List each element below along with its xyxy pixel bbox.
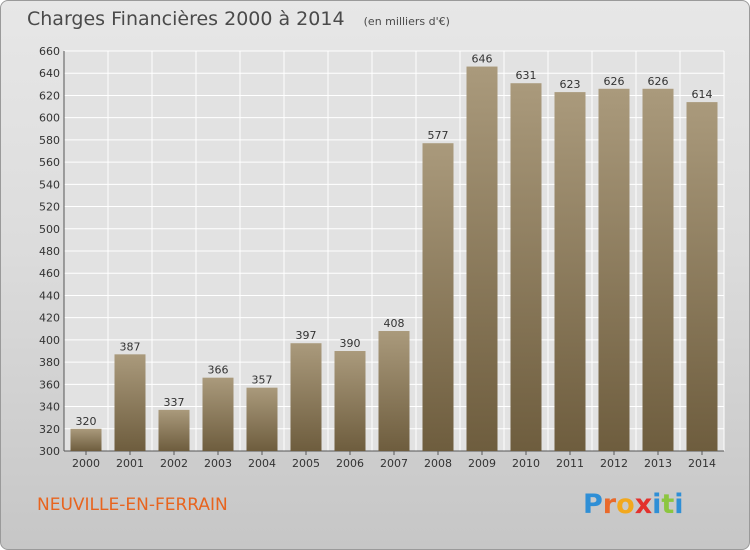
value-label: 337: [164, 396, 185, 409]
value-label: 626: [648, 75, 669, 88]
value-label: 626: [604, 75, 625, 88]
bar: [422, 143, 454, 451]
unit-note: (en milliers d'€): [363, 15, 450, 28]
value-label: 320: [76, 415, 97, 428]
y-tick-label: 620: [39, 89, 60, 102]
y-tick-label: 560: [39, 156, 60, 169]
value-label: 577: [428, 129, 449, 142]
y-tick-label: 300: [39, 445, 60, 458]
x-tick-label: 2000: [72, 457, 100, 470]
logo-letter: i: [652, 489, 662, 520]
y-tick-label: 600: [39, 112, 60, 125]
bar: [378, 331, 410, 451]
bar: [202, 377, 234, 451]
bar: [334, 351, 366, 451]
x-tick-label: 2005: [292, 457, 320, 470]
y-tick-label: 580: [39, 134, 60, 147]
x-tick-label: 2011: [556, 457, 584, 470]
value-label: 387: [120, 340, 141, 353]
x-tick-label: 2012: [600, 457, 628, 470]
logo-letter: o: [616, 489, 635, 520]
value-label: 390: [340, 337, 361, 350]
x-tick-label: 2002: [160, 457, 188, 470]
bar: [114, 354, 146, 451]
y-tick-label: 420: [39, 312, 60, 325]
x-tick-label: 2003: [204, 457, 232, 470]
logo-letter: r: [602, 489, 617, 520]
bar: [70, 428, 102, 451]
x-tick-label: 2007: [380, 457, 408, 470]
y-tick-label: 480: [39, 245, 60, 258]
value-label: 357: [252, 374, 273, 387]
y-tick-label: 660: [39, 45, 60, 58]
value-label: 623: [560, 78, 581, 91]
chart-title: Charges Financières 2000 à 2014: [27, 8, 345, 30]
x-tick-label: 2009: [468, 457, 496, 470]
y-tick-label: 340: [39, 401, 60, 414]
value-label: 614: [692, 88, 713, 101]
bar: [246, 387, 278, 451]
value-label: 366: [208, 364, 229, 377]
bar: [158, 409, 190, 451]
x-tick-label: 2008: [424, 457, 452, 470]
logo-letter: P: [583, 489, 603, 520]
x-tick-label: 2014: [688, 457, 716, 470]
x-tick-label: 2013: [644, 457, 672, 470]
bar: [554, 92, 586, 451]
x-tick-label: 2004: [248, 457, 276, 470]
logo-letter: i: [674, 489, 684, 520]
title-row: Charges Financières 2000 à 2014 (en mill…: [27, 8, 450, 30]
y-tick-label: 460: [39, 267, 60, 280]
proxiti-logo: Proxiti: [583, 489, 684, 520]
town-name: NEUVILLE-EN-FERRAIN: [37, 495, 228, 515]
x-tick-label: 2010: [512, 457, 540, 470]
y-tick-label: 440: [39, 289, 60, 302]
value-label: 646: [472, 53, 493, 66]
bar: [686, 102, 718, 451]
y-tick-label: 520: [39, 201, 60, 214]
bar: [510, 83, 542, 451]
y-tick-label: 500: [39, 223, 60, 236]
y-tick-label: 360: [39, 378, 60, 391]
bar: [642, 88, 674, 452]
y-tick-label: 320: [39, 423, 60, 436]
value-label: 631: [516, 69, 537, 82]
bar: [290, 343, 322, 451]
x-tick-label: 2001: [116, 457, 144, 470]
x-tick-label: 2006: [336, 457, 364, 470]
logo-letter: x: [634, 489, 653, 520]
y-tick-label: 380: [39, 356, 60, 369]
y-tick-label: 540: [39, 178, 60, 191]
value-label: 408: [384, 317, 405, 330]
y-tick-label: 400: [39, 334, 60, 347]
y-tick-label: 640: [39, 67, 60, 80]
logo-letter: t: [661, 489, 675, 520]
bar: [598, 88, 630, 452]
value-label: 397: [296, 329, 317, 342]
bar: [466, 66, 498, 452]
